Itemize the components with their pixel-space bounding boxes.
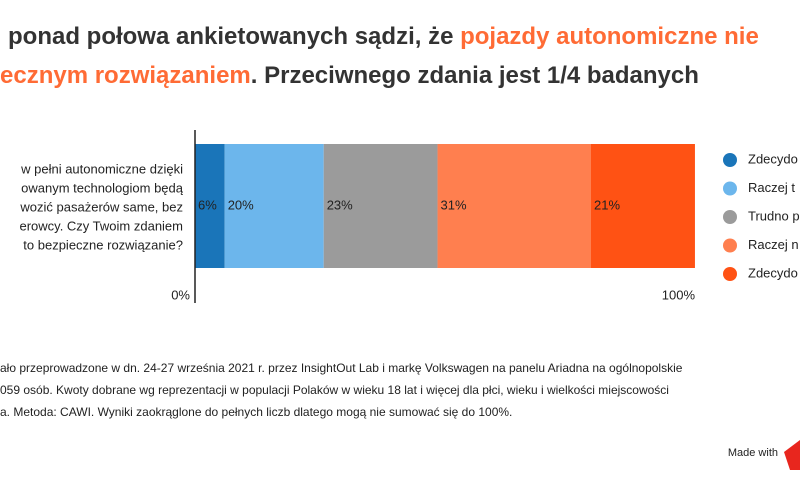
category-label: to bezpieczne rozwiązanie?	[23, 237, 183, 252]
data-label: 6%	[198, 197, 217, 212]
title-part: ecznym rozwiązaniem	[0, 62, 251, 89]
category-label: w pełni autonomiczne dzięki	[20, 161, 183, 176]
legend-marker	[723, 210, 737, 224]
footnote: ało przeprowadzone w dn. 24-27 września …	[0, 361, 683, 375]
x-tick-label: 100%	[662, 287, 696, 302]
legend-label: Zdecydo	[748, 265, 798, 280]
credit: Made with	[728, 447, 778, 459]
legend-label: Zdecydo	[748, 151, 798, 166]
legend-marker	[723, 267, 737, 281]
bar-segment	[323, 144, 438, 268]
bar-segment	[195, 144, 225, 268]
data-label: 20%	[228, 197, 254, 212]
bar-segment	[224, 144, 324, 268]
title-part: . Przeciwnego zdania jest 1/4 badanych	[251, 62, 699, 89]
bar-segment	[591, 144, 695, 268]
category-label: wozić pasażerów same, bez	[19, 199, 183, 214]
data-label: 23%	[327, 197, 353, 212]
footnote: 059 osób. Kwoty dobrane wg reprezentacji…	[0, 383, 669, 397]
data-label: 21%	[594, 197, 620, 212]
footnote: a. Metoda: CAWI. Wyniki zaokrąglone do p…	[0, 405, 512, 419]
legend-marker	[723, 181, 737, 196]
legend-label: Trudno p	[748, 208, 800, 223]
category-label: erowcy. Czy Twoim zdaniem	[19, 218, 183, 233]
legend-label: Raczej n	[748, 237, 799, 252]
x-tick-label: 0%	[171, 287, 190, 302]
chart-title: ecznym rozwiązaniem. Przeciwnego zdania …	[0, 62, 699, 89]
title-part: ponad połowa ankietowanych sądzi, że	[8, 23, 460, 50]
legend-marker	[723, 153, 737, 167]
legend-label: Raczej t	[748, 180, 795, 195]
logo	[784, 440, 800, 470]
title-part: pojazdy autonomiczne nie	[460, 23, 759, 50]
bar-segment	[437, 144, 591, 268]
legend-marker	[723, 238, 737, 253]
data-label: 31%	[441, 197, 467, 212]
chart-title: ponad połowa ankietowanych sądzi, że poj…	[8, 23, 759, 50]
category-label: owanym technologiom będą	[21, 180, 184, 195]
